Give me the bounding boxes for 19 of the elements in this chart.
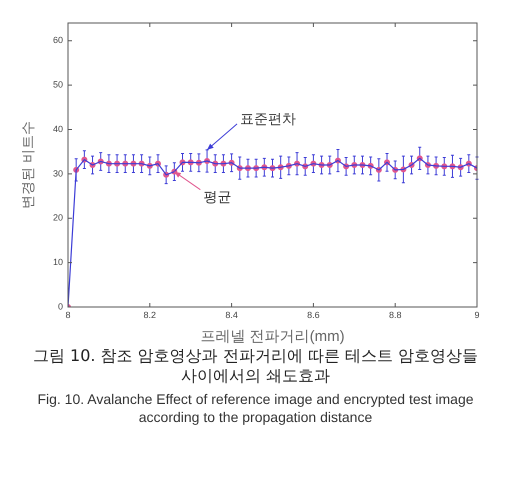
x-tick-label: 8.8 <box>388 310 402 320</box>
x-tick-label: 9 <box>474 310 480 320</box>
x-axis-title: 프레넬 전파거리(mm) <box>200 328 345 346</box>
x-tick-label: 8.2 <box>144 310 156 320</box>
y-tick-label: 10 <box>52 257 63 268</box>
y-tick-label: 30 <box>52 168 63 178</box>
y-tick-label: 40 <box>52 124 63 134</box>
caption: 그림 10. 참조 암호영상과 전파거리에 따른 테스트 암호영상들 사이에서의 쇄도효과 <box>32 346 480 386</box>
y-tick-label: 50 <box>52 80 63 90</box>
caption: Fig. 10. Avalanche Effect of reference image and encrypted test image according to the propagation distance <box>36 390 475 426</box>
y-tick-label: 60 <box>52 35 63 46</box>
x-tick-label: 8.6 <box>307 310 320 320</box>
annotation: 표준편차 <box>240 112 296 128</box>
y-tick-label: 0 <box>58 301 63 312</box>
annotation: 평균 <box>203 189 232 206</box>
x-tick-label: 8.4 <box>225 310 238 320</box>
y-tick-label: 20 <box>52 212 63 223</box>
x-tick-label: 8 <box>65 310 71 320</box>
y-axis-title: 변경된 비트수 <box>19 121 36 209</box>
